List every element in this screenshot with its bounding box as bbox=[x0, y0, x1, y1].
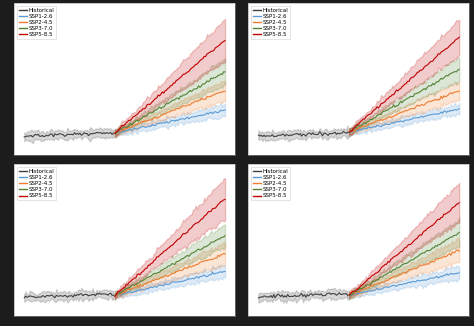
Legend: Historical, SSP1-2.6, SSP2-4.5, SSP3-7.0, SSP5-8.5: Historical, SSP1-2.6, SSP2-4.5, SSP3-7.0… bbox=[251, 6, 290, 39]
Legend: Historical, SSP1-2.6, SSP2-4.5, SSP3-7.0, SSP5-8.5: Historical, SSP1-2.6, SSP2-4.5, SSP3-7.0… bbox=[17, 167, 56, 200]
Legend: Historical, SSP1-2.6, SSP2-4.5, SSP3-7.0, SSP5-8.5: Historical, SSP1-2.6, SSP2-4.5, SSP3-7.0… bbox=[17, 6, 56, 39]
Legend: Historical, SSP1-2.6, SSP2-4.5, SSP3-7.0, SSP5-8.5: Historical, SSP1-2.6, SSP2-4.5, SSP3-7.0… bbox=[251, 167, 290, 200]
